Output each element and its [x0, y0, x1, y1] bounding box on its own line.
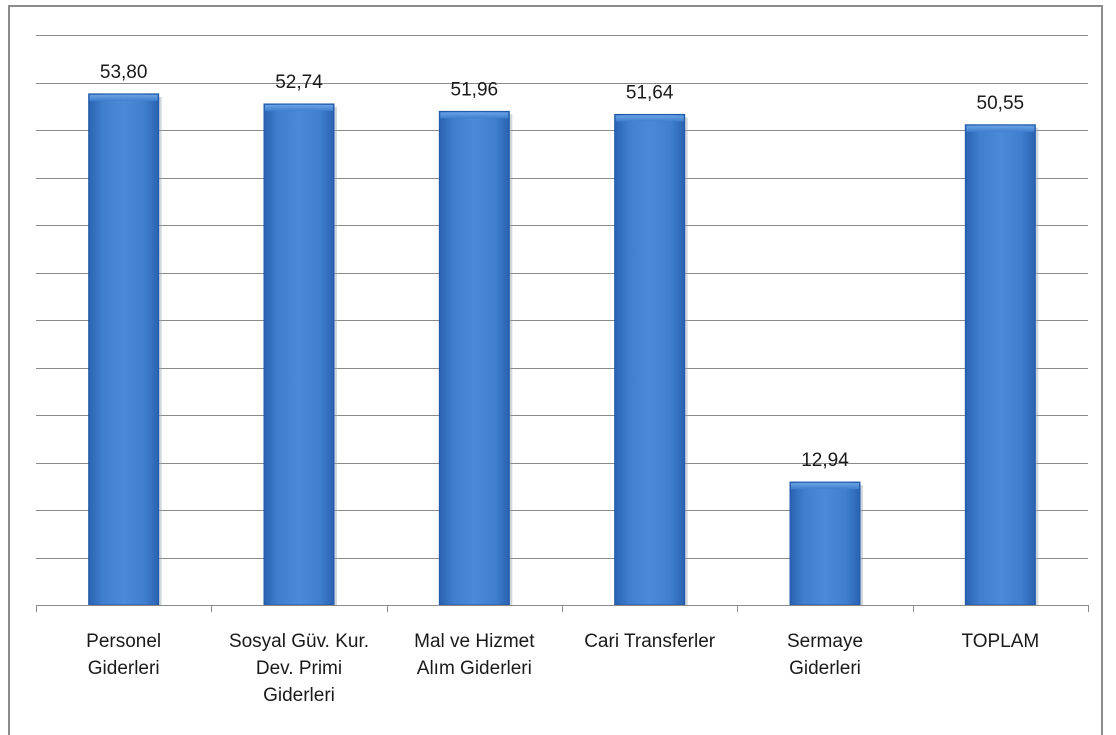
category-label: Dev. Primi — [256, 658, 342, 679]
category-label: Alım Giderleri — [417, 658, 532, 679]
bar-top-bevel — [791, 483, 859, 490]
data-label: 51,96 — [451, 79, 499, 100]
category-label: Sermaye — [787, 631, 863, 652]
gridlines — [36, 35, 1088, 559]
bar-top-bevel — [440, 112, 509, 119]
bar — [263, 103, 335, 606]
bar — [438, 110, 510, 606]
category-label: Giderleri — [263, 685, 335, 706]
x-axis — [36, 605, 1089, 612]
category-label: Giderleri — [789, 658, 861, 679]
category-label: Cari Transferler — [584, 631, 716, 652]
category-label: Personel — [86, 631, 161, 652]
bar — [614, 113, 686, 606]
category-label: Sosyal Güv. Kur. — [229, 631, 369, 652]
bar — [88, 93, 160, 606]
bar — [964, 124, 1036, 606]
category-labels: Personel Giderleri Sosyal Güv. Kur. Dev. Pr… — [86, 631, 1039, 706]
data-labels: 53,80 52,74 51,96 51,64 12,94 50,55 — [100, 62, 1024, 471]
data-label: 53,80 — [100, 62, 148, 83]
bar-top-bevel — [615, 115, 684, 122]
bars — [88, 93, 1039, 606]
bar-top-bevel — [966, 125, 1035, 132]
bar-top-bevel — [89, 94, 158, 101]
bar-top-bevel — [265, 104, 333, 111]
bar — [789, 481, 861, 606]
chart-frame — [8, 5, 1103, 735]
category-label: TOPLAM — [961, 631, 1039, 652]
category-label: Mal ve Hizmet — [414, 631, 535, 652]
data-label: 52,74 — [275, 72, 323, 93]
category-label: Giderleri — [88, 658, 160, 679]
data-label: 51,64 — [626, 82, 674, 103]
data-label: 50,55 — [977, 93, 1025, 114]
data-label: 12,94 — [801, 450, 849, 471]
